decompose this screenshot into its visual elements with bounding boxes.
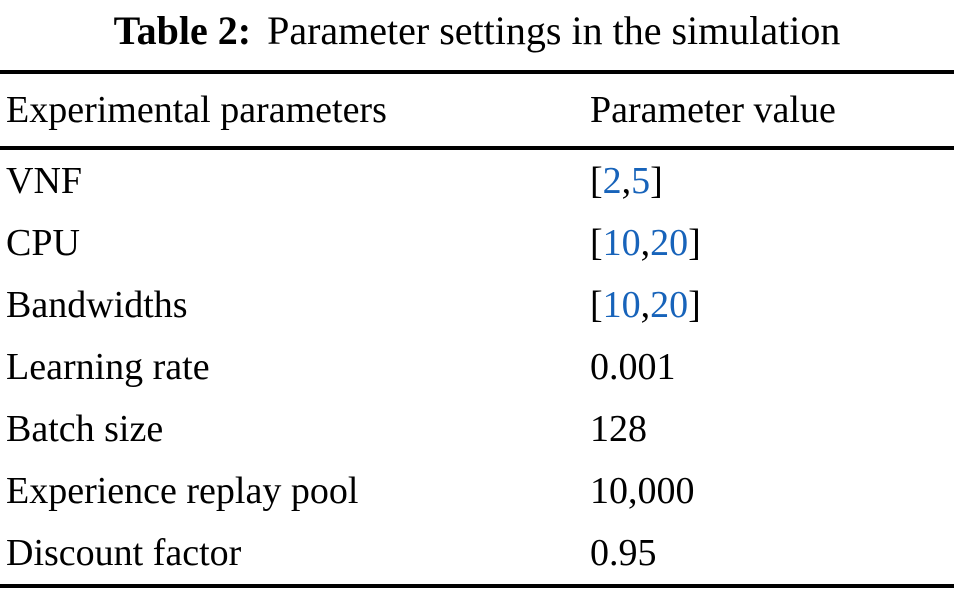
value-segment: ]	[650, 160, 663, 202]
table-caption: Table 2: Parameter settings in the simula…	[0, 0, 954, 70]
header-parameter-value: Parameter value	[590, 89, 836, 131]
param-value-cell: 128	[590, 407, 954, 451]
param-value-cell: [2,5]	[590, 159, 954, 203]
header-rule	[0, 146, 954, 150]
param-value-cell: 10,000	[590, 469, 954, 513]
table-body: VNF [2,5] CPU [10,20] Bandwidths [10,20] Learn…	[0, 150, 954, 584]
value-segment: [	[590, 160, 603, 202]
param-value-cell: [10,20]	[590, 283, 954, 327]
value-segment: ,	[640, 222, 651, 264]
table-caption-label: Table 2:	[113, 8, 252, 53]
param-name-cell: Learning rate	[6, 346, 210, 388]
value-segment: [	[590, 222, 603, 264]
param-value-cell: [10,20]	[590, 221, 954, 265]
table-row: Batch size 128	[0, 398, 954, 460]
table-row: Bandwidths [10,20]	[0, 274, 954, 336]
param-name-cell: Batch size	[6, 408, 164, 450]
top-rule	[0, 70, 954, 74]
table-row: Experience replay pool 10,000	[0, 460, 954, 522]
value-segment: ]	[688, 222, 701, 264]
value-segment: 2	[602, 160, 622, 202]
value-segment: 20	[650, 284, 689, 326]
param-name-cell: Bandwidths	[6, 284, 188, 326]
param-name-cell: Discount factor	[6, 532, 242, 574]
table-caption-text: Parameter settings in the simulation	[267, 8, 841, 53]
table-row: VNF [2,5]	[0, 150, 954, 212]
value-segment: 10	[602, 284, 641, 326]
param-name-cell: Experience replay pool	[6, 470, 359, 512]
value-segment: 10,000	[590, 470, 695, 512]
value-segment: 10	[602, 222, 641, 264]
value-segment: 0.001	[590, 346, 676, 388]
value-segment: 20	[650, 222, 689, 264]
header-experimental-parameters: Experimental parameters	[6, 89, 387, 131]
param-value-cell: 0.001	[590, 345, 954, 389]
value-segment: ,	[640, 284, 651, 326]
value-segment: ]	[688, 284, 701, 326]
value-segment: 5	[631, 160, 651, 202]
table-row: Learning rate 0.001	[0, 336, 954, 398]
table-header-row: Experimental parameters Parameter value	[0, 74, 954, 146]
param-name-cell: CPU	[6, 222, 80, 264]
value-segment: [	[590, 284, 603, 326]
value-segment: 128	[590, 408, 647, 450]
value-segment: 0.95	[590, 532, 657, 574]
bottom-rule	[0, 584, 954, 588]
table-row: Discount factor 0.95	[0, 522, 954, 584]
param-value-cell: 0.95	[590, 531, 954, 575]
value-segment: ,	[621, 160, 632, 202]
param-name-cell: VNF	[6, 160, 83, 202]
table-row: CPU [10,20]	[0, 212, 954, 274]
